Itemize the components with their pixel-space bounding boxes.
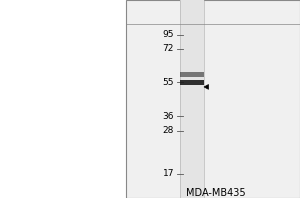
Polygon shape [204, 85, 208, 89]
Bar [126, 0, 300, 198]
Text: 36: 36 [163, 112, 174, 121]
Text: 95: 95 [163, 30, 174, 39]
Text: 17: 17 [163, 169, 174, 178]
Bar [180, 80, 204, 85]
Text: 55: 55 [163, 78, 174, 87]
Bar [180, 0, 204, 198]
Text: MDA-MB435: MDA-MB435 [186, 188, 246, 198]
Bar [180, 72, 204, 77]
Text: 28: 28 [163, 126, 174, 135]
Text: 72: 72 [163, 44, 174, 53]
